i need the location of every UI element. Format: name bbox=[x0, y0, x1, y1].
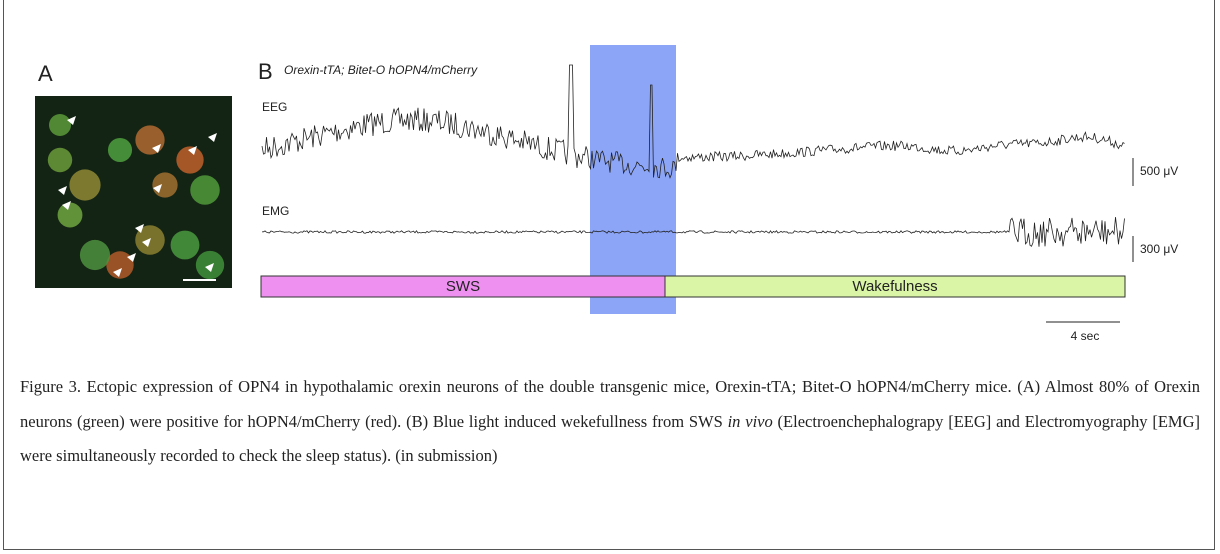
cell bbox=[127, 253, 136, 262]
cell bbox=[176, 146, 204, 174]
cell bbox=[47, 147, 73, 173]
caption-text: (Electroenchephalograpy [EEG] and Electr… bbox=[20, 411, 1200, 466]
cell bbox=[153, 184, 162, 193]
panel-subtitle: Orexin-tTA; Bitet-O hOPN4/mCherry bbox=[284, 63, 478, 77]
cell bbox=[190, 175, 220, 205]
trace-label: EMG bbox=[262, 204, 289, 218]
caption-italic: in vivo bbox=[727, 411, 773, 431]
cell bbox=[58, 186, 67, 195]
cell bbox=[152, 172, 178, 198]
cell bbox=[170, 230, 200, 260]
cell bbox=[208, 133, 217, 142]
cell bbox=[142, 238, 151, 247]
panel-label: A bbox=[38, 61, 53, 86]
trace-label: EEG bbox=[262, 100, 287, 114]
scale-label: 4 sec bbox=[1071, 329, 1100, 343]
emg-trace bbox=[261, 217, 1125, 247]
cell bbox=[107, 137, 133, 163]
cell bbox=[135, 224, 144, 233]
cell bbox=[79, 239, 111, 271]
cells bbox=[47, 113, 225, 280]
state-bar bbox=[664, 275, 1126, 298]
scale-label: 300 μV bbox=[1140, 242, 1178, 256]
light-stimulus bbox=[590, 45, 676, 314]
cell bbox=[67, 116, 76, 125]
eeg-trace bbox=[261, 64, 1125, 179]
caption-text: Figure 3. Ectopic expression of OPN4 in … bbox=[20, 377, 1200, 431]
cell bbox=[57, 202, 83, 228]
cell bbox=[106, 251, 134, 279]
cell bbox=[135, 125, 165, 155]
cell bbox=[113, 268, 122, 277]
figure: A B Orexin-tTA; Bitet-O hOPN4/mCherry EE… bbox=[35, 45, 1178, 343]
cell bbox=[205, 263, 214, 272]
state-label: SWS bbox=[446, 278, 480, 295]
state-label: Wakefulness bbox=[852, 278, 937, 295]
cell bbox=[188, 146, 197, 155]
cell bbox=[152, 144, 161, 153]
cell bbox=[69, 169, 101, 201]
cell bbox=[48, 113, 72, 137]
panel-label: B bbox=[258, 59, 273, 84]
scale-label: 500 μV bbox=[1140, 164, 1178, 178]
cell bbox=[62, 201, 71, 210]
caption: Figure 3. Ectopic expression of OPN4 in … bbox=[20, 370, 1200, 474]
figure-frame bbox=[3, 0, 1215, 550]
